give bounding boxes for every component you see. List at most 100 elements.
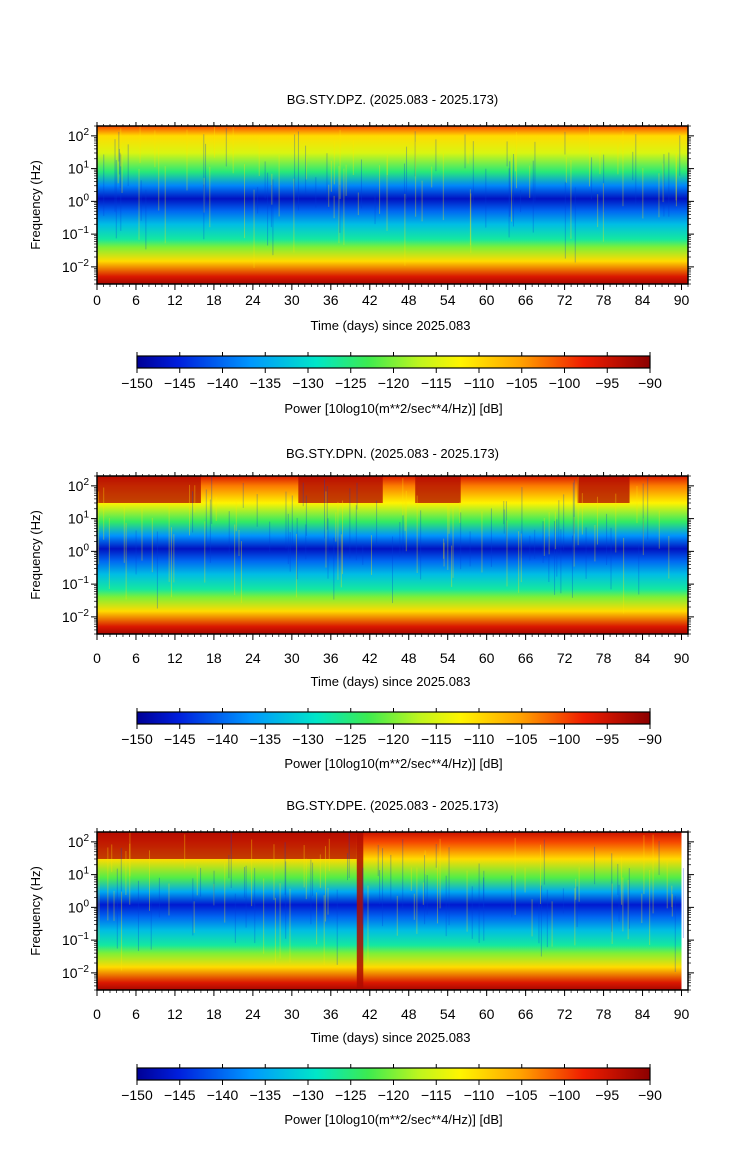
transient-streak xyxy=(234,893,236,943)
transient-streak xyxy=(113,890,115,921)
transient-streak xyxy=(340,534,342,588)
transient-streak xyxy=(471,886,473,939)
colorbar-tick-label: −140 xyxy=(207,731,239,747)
plot-frame xyxy=(96,125,689,285)
colorbar-tick-label: −110 xyxy=(464,731,495,747)
transient-streak xyxy=(333,140,335,185)
y-tick-label: 101 xyxy=(68,160,90,177)
y-tick-label: 10−1 xyxy=(62,225,89,242)
transient-streak xyxy=(404,193,406,266)
transient-streak xyxy=(264,161,266,199)
transient-streak xyxy=(245,865,247,928)
colorbar-tick-label: −130 xyxy=(292,731,324,747)
transient-streak xyxy=(151,517,153,573)
transient-streak xyxy=(362,544,364,565)
transient-streak xyxy=(294,134,296,199)
colorbar-label: Power [10log10(m**2/sec**4/Hz)] [dB] xyxy=(284,401,502,416)
x-tick-label: 18 xyxy=(206,650,222,666)
transient-streak xyxy=(421,180,423,222)
transient-streak xyxy=(327,518,329,579)
y-tick-label: 101 xyxy=(68,510,90,527)
transient-streak xyxy=(200,867,202,897)
transient-streak xyxy=(257,186,259,214)
transient-streak xyxy=(115,160,117,239)
colorbar-tick-label: −90 xyxy=(638,1087,662,1103)
transient-streak xyxy=(98,871,100,941)
transient-streak xyxy=(529,165,531,198)
transient-streak xyxy=(278,155,280,217)
transient-streak xyxy=(422,882,424,905)
transient-streak xyxy=(189,484,191,536)
transient-streak xyxy=(213,126,215,158)
transient-streak xyxy=(305,155,307,180)
transient-streak xyxy=(563,494,565,550)
transient-streak xyxy=(399,522,401,557)
colorbar-tick-label: −145 xyxy=(164,375,196,391)
transient-streak xyxy=(205,489,207,547)
transient-streak xyxy=(506,520,508,587)
transient-streak xyxy=(135,530,137,575)
transient-streak xyxy=(511,157,513,222)
x-tick-label: 12 xyxy=(167,292,183,308)
x-tick-label: 48 xyxy=(401,292,417,308)
transient-streak xyxy=(114,139,116,212)
transient-streak xyxy=(602,183,604,242)
transient-streak xyxy=(211,476,213,524)
x-tick-label: 54 xyxy=(440,650,456,666)
high-noise-band xyxy=(356,832,364,990)
transient-streak xyxy=(451,545,453,587)
x-tick-label: 42 xyxy=(362,650,378,666)
transient-streak xyxy=(296,517,298,580)
transient-streak xyxy=(642,168,644,219)
transient-streak xyxy=(194,485,196,513)
transient-streak xyxy=(328,184,330,207)
x-tick-label: 24 xyxy=(245,650,261,666)
transient-streak xyxy=(575,878,577,900)
transient-streak xyxy=(327,887,329,915)
x-tick-label: 6 xyxy=(132,1006,140,1022)
x-tick-label: 90 xyxy=(674,1006,690,1022)
transient-streak xyxy=(355,505,357,561)
transient-streak xyxy=(410,867,412,891)
transient-streak xyxy=(642,518,644,556)
transient-streak xyxy=(336,889,338,965)
colorbar-tick-label: −90 xyxy=(638,731,662,747)
colorbar-tick-label: −95 xyxy=(595,375,619,391)
transient-streak xyxy=(315,177,317,208)
colorbar-label: Power [10log10(m**2/sec**4/Hz)] [dB] xyxy=(284,756,502,771)
transient-streak xyxy=(599,150,601,175)
transient-streak xyxy=(272,179,274,256)
x-axis-label: Time (days) since 2025.083 xyxy=(311,318,471,333)
colorbar-label: Power [10log10(m**2/sec**4/Hz)] [dB] xyxy=(284,1112,502,1127)
transient-streak xyxy=(470,193,472,253)
transient-streak xyxy=(184,834,186,869)
y-tick-label: 10−2 xyxy=(62,258,89,275)
transient-streak xyxy=(258,137,260,177)
transient-streak xyxy=(116,135,118,157)
colorbar-gradient xyxy=(136,711,651,725)
x-tick-label: 78 xyxy=(596,650,612,666)
transient-streak xyxy=(542,521,544,563)
x-tick-label: 66 xyxy=(518,1006,534,1022)
colorbar-tick-label: −100 xyxy=(549,1087,581,1103)
transient-streak xyxy=(564,131,566,155)
y-tick-label: 102 xyxy=(68,127,90,144)
transient-streak xyxy=(615,493,617,553)
transient-streak xyxy=(539,844,541,905)
transient-streak xyxy=(111,844,113,872)
transient-streak xyxy=(119,152,121,189)
x-tick-label: 48 xyxy=(401,1006,417,1022)
transient-streak xyxy=(123,506,125,563)
transient-streak xyxy=(379,870,381,905)
x-tick-label: 90 xyxy=(674,292,690,308)
transient-streak xyxy=(253,189,255,268)
transient-streak xyxy=(271,173,273,205)
transient-streak xyxy=(574,187,576,263)
transient-streak xyxy=(232,126,234,174)
transient-streak xyxy=(435,844,437,868)
transient-streak xyxy=(356,482,358,510)
transient-streak xyxy=(240,541,242,603)
transient-streak xyxy=(402,515,404,555)
transient-streak xyxy=(319,854,321,888)
